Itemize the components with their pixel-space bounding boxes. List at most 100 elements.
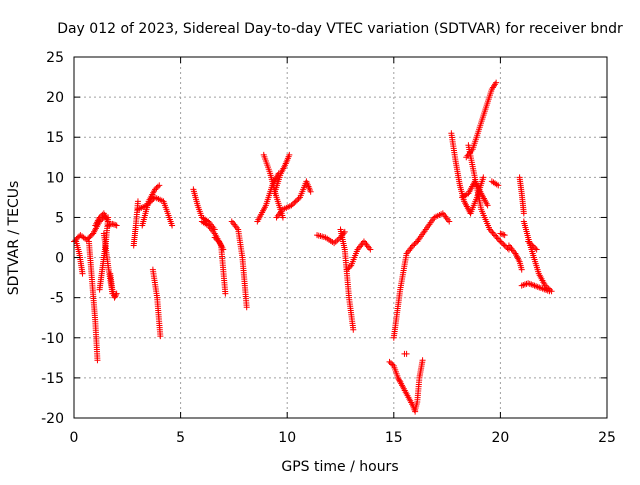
data-point [113, 290, 120, 297]
y-tick-label: -5 [50, 291, 64, 307]
data-arc [130, 198, 141, 249]
data-arc [505, 242, 525, 273]
data-arc [96, 214, 112, 293]
data-arc [105, 220, 120, 229]
data-arc [260, 151, 286, 221]
grid-lines [74, 57, 607, 418]
data-point [446, 218, 453, 225]
data-point [497, 230, 504, 237]
data-arc [107, 270, 120, 301]
data-point [279, 214, 286, 221]
data-point [395, 374, 402, 381]
x-tick-label: 15 [385, 430, 403, 446]
data-point [409, 242, 416, 249]
y-tick-label: -20 [41, 411, 64, 427]
data-point [411, 241, 418, 248]
data-points [71, 79, 555, 415]
x-tick-label: 0 [70, 430, 79, 446]
data-point [113, 222, 120, 229]
data-point [493, 79, 500, 86]
y-axis-label: SDTVAR / TECUs [6, 181, 22, 296]
data-point [213, 235, 220, 242]
data-point [396, 377, 403, 384]
data-point [106, 221, 113, 228]
data-point [500, 241, 507, 248]
x-tick-label: 5 [176, 430, 185, 446]
y-tick-label: 15 [46, 130, 64, 146]
data-point [105, 222, 112, 229]
data-arc [85, 238, 101, 364]
data-arc [149, 266, 164, 340]
chart-title: Day 012 of 2023, Sidereal Day-to-day VTE… [57, 21, 623, 37]
data-point [530, 243, 537, 250]
y-tick-label: -10 [41, 331, 64, 347]
data-point [546, 288, 553, 295]
data-point [387, 360, 394, 367]
data-arc [401, 350, 410, 357]
plot-frame [73, 56, 608, 419]
y-tick-label: 25 [46, 50, 64, 66]
data-arc [488, 178, 502, 189]
data-arc [228, 218, 250, 311]
data-point [520, 210, 527, 217]
data-point [112, 293, 119, 300]
data-point [403, 350, 410, 357]
data-point [480, 174, 487, 181]
data-point [291, 199, 298, 206]
data-point [386, 358, 393, 365]
data-point [412, 239, 419, 246]
x-tick-label: 20 [491, 430, 509, 446]
data-point [498, 231, 505, 238]
data-arc [412, 357, 426, 413]
data-point [112, 221, 119, 228]
data-point [367, 246, 374, 253]
tick-labels: 0 5 10 15 20 25 -20 -15 -10 -5 0 5 10 15 20 25 [41, 50, 616, 446]
data-arc [414, 210, 453, 245]
data-point [495, 182, 502, 189]
data-point [307, 188, 314, 195]
data-arc [518, 280, 553, 295]
data-arc [211, 234, 227, 253]
data-arc [467, 174, 487, 217]
y-tick-label: 5 [55, 210, 64, 226]
data-point [532, 245, 539, 252]
data-arc [139, 182, 163, 229]
data-point [154, 183, 161, 190]
y-tick-label: -15 [41, 371, 64, 387]
data-point [111, 294, 118, 301]
data-point [529, 242, 536, 249]
data-point [88, 231, 95, 238]
data-point [345, 265, 352, 272]
data-point [525, 238, 532, 245]
y-tick-label: 0 [55, 251, 64, 267]
data-point [346, 263, 353, 270]
y-tick-label: 20 [46, 90, 64, 106]
data-point [152, 186, 159, 193]
data-point [105, 214, 112, 221]
data-point [112, 291, 119, 298]
x-tick-label: 25 [598, 430, 616, 446]
data-point [498, 239, 505, 246]
x-tick-label: 10 [278, 430, 296, 446]
data-point [98, 213, 105, 220]
data-point [292, 198, 299, 205]
data-arc [271, 151, 293, 197]
data-point [526, 239, 533, 246]
data-arc [525, 238, 540, 253]
data-point [87, 233, 94, 240]
axis-ticks [73, 56, 608, 419]
data-point [343, 266, 350, 273]
data-point [288, 202, 295, 209]
data-point [533, 246, 540, 253]
data-point [501, 232, 508, 239]
data-point [484, 202, 491, 209]
data-point [153, 185, 160, 192]
data-point [94, 357, 101, 364]
data-point [500, 231, 507, 238]
data-point [85, 235, 92, 242]
data-point [527, 241, 534, 248]
data-point [286, 151, 293, 158]
data-point [79, 270, 86, 277]
